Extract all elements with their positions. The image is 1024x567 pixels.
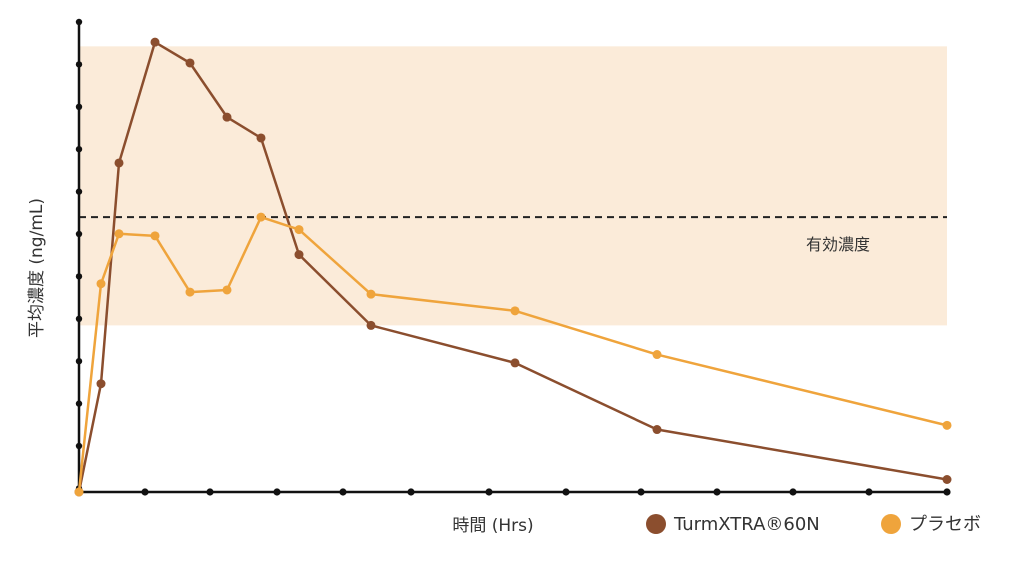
x-axis-tick [485, 488, 493, 496]
x-axis-tick [206, 488, 214, 496]
legend-marker-placebo [881, 514, 901, 534]
x-axis-tick [562, 488, 570, 496]
data-point-series-0 [366, 320, 376, 330]
legend-marker-turmxtra [646, 514, 666, 534]
data-point-series-1 [185, 287, 195, 297]
data-point-series-0 [294, 250, 304, 260]
data-point-series-0 [96, 379, 106, 389]
legend: TurmXTRA®60N プラセボ [646, 514, 981, 535]
data-point-series-1 [150, 231, 160, 241]
y-axis-tick [75, 18, 83, 26]
x-axis-tick [713, 488, 721, 496]
data-point-series-1 [74, 487, 84, 497]
data-point-series-1 [942, 420, 952, 430]
x-axis-tick [141, 488, 149, 496]
data-point-series-0 [185, 58, 195, 68]
y-axis-tick [75, 273, 83, 280]
x-axis-tick [789, 488, 797, 496]
effective-band [79, 46, 947, 326]
y-axis-tick [75, 358, 83, 365]
series-line-1 [77, 215, 948, 493]
data-point-series-0 [652, 425, 662, 435]
data-point-series-0 [150, 37, 160, 47]
data-point-series-0 [510, 358, 520, 368]
data-point-series-0 [256, 133, 266, 143]
y-axis-tick [75, 61, 83, 68]
data-point-series-1 [256, 212, 266, 222]
legend-entry-placebo: プラセボ [909, 514, 981, 535]
data-point-series-0 [114, 158, 124, 168]
y-axis-tick [75, 188, 83, 195]
reference-line-label: 有効濃度 [806, 235, 870, 254]
x-axis-tick [339, 488, 347, 496]
series-line-0 [77, 40, 948, 493]
y-axis-tick [75, 315, 83, 322]
x-axis-tick [407, 488, 415, 496]
data-point-series-1 [510, 306, 520, 316]
x-axis-tick [943, 488, 951, 496]
y-axis-tick [75, 146, 83, 153]
x-axis-label: 時間 (Hrs) [452, 516, 533, 536]
data-point-series-0 [942, 475, 952, 485]
x-axis-tick [273, 488, 281, 496]
data-point-series-1 [294, 225, 304, 235]
y-axis-label: 平均濃度 (ng/mL) [27, 198, 47, 338]
x-axis-tick [865, 488, 873, 496]
legend-entry-turmxtra: TurmXTRA®60N [673, 514, 820, 535]
data-point-series-0 [222, 112, 232, 122]
data-point-series-1 [366, 289, 376, 299]
y-axis-tick [75, 103, 83, 111]
y-axis-tick [75, 400, 83, 407]
data-point-series-1 [96, 279, 106, 289]
data-point-series-1 [222, 285, 232, 295]
y-axis-tick [75, 230, 83, 238]
x-axis-tick [637, 488, 645, 496]
y-axis-tick [75, 442, 83, 450]
data-point-series-1 [652, 350, 662, 360]
data-point-series-1 [114, 229, 124, 239]
